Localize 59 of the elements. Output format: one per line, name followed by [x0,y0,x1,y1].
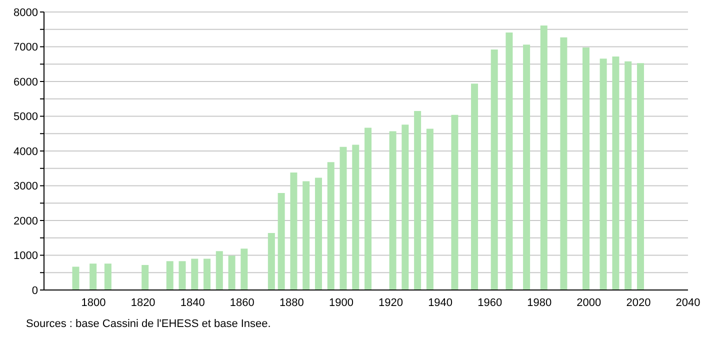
x-tick-label: 1980 [527,296,552,309]
source-note: Sources : base Cassini de l'EHESS et base Insee. [26,318,272,330]
bar [560,37,568,290]
y-tick-label: 6000 [14,76,38,88]
x-tick-label: 1940 [428,296,453,309]
bar [72,266,80,290]
bar [204,258,211,290]
bar [340,146,347,290]
bar [426,128,434,290]
bar [302,181,310,290]
y-tick-label: 7000 [14,42,38,54]
y-tick-label: 4000 [14,146,38,158]
bar [471,84,478,290]
bar [612,56,620,290]
bar [104,264,112,290]
bar [364,128,372,290]
bar [540,26,548,290]
bar [268,233,275,290]
bar [216,251,223,290]
bar [228,256,236,290]
x-tick-label: 1860 [230,296,254,309]
x-tick-label: 2040 [676,296,700,309]
bar [240,248,248,290]
bar [352,144,360,290]
bar [451,114,458,290]
y-tick-label: 0 [32,284,38,297]
bar [414,111,422,290]
bar [90,264,97,290]
x-tick-label: 1800 [81,296,106,309]
bar [166,261,174,290]
bar [278,193,285,290]
bar [506,32,513,290]
y-tick-label: 3000 [14,180,38,193]
x-tick-label: 2000 [576,296,602,309]
x-tick-label: 1920 [378,296,404,309]
bar [636,63,644,290]
bar [389,131,396,290]
bar [191,258,198,290]
x-tick-label: 1820 [130,296,156,309]
bar [178,261,186,290]
y-tick-label: 1000 [14,250,38,262]
bar [142,264,149,290]
y-tick-label: 8000 [14,6,38,19]
x-tick-label: 2020 [626,296,651,309]
bar [523,44,530,290]
x-tick-label: 1960 [478,296,502,309]
bar [402,124,409,290]
x-tick-label: 1900 [328,296,354,309]
bar [624,61,632,290]
bar [327,162,334,290]
bar [314,178,322,290]
bar [600,58,607,290]
bar [490,50,498,290]
y-tick-label: 2000 [14,215,38,228]
y-tick-label: 5000 [14,111,38,124]
x-tick-label: 1840 [180,296,205,309]
bar [582,47,590,290]
bar [290,172,298,290]
x-tick-label: 1880 [279,296,304,309]
